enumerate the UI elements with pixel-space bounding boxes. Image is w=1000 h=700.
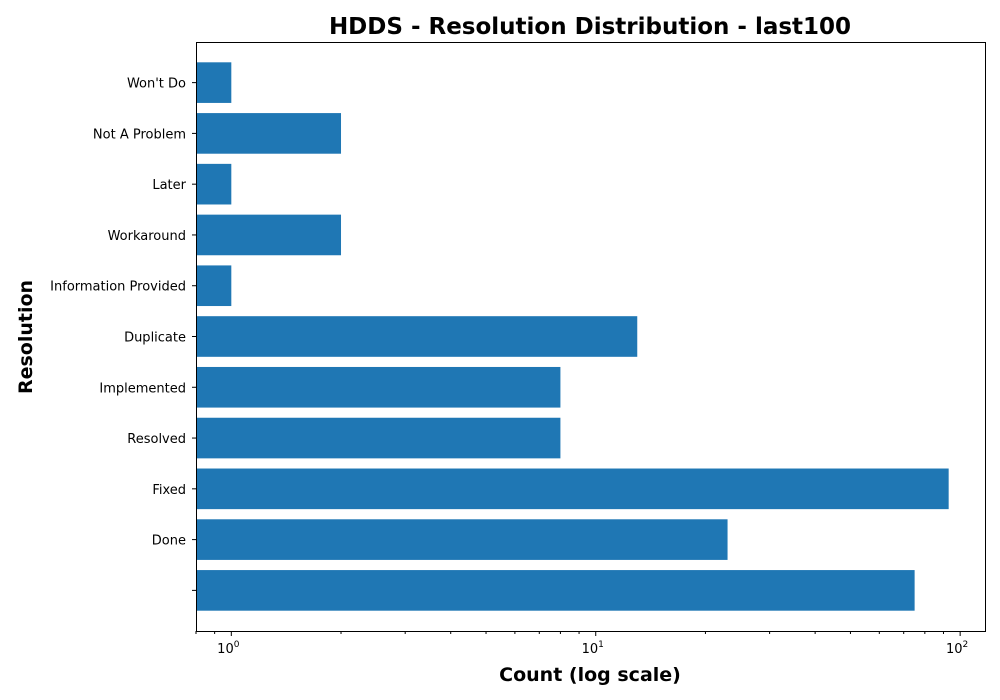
bar-not-a-problem — [196, 113, 342, 154]
bar-implemented — [196, 366, 561, 408]
plot-frame — [196, 42, 986, 632]
y-tick-label-later: Later — [152, 178, 186, 193]
y-axis: Done Fixed Resolved Implemented Duplicate Inf… — [50, 77, 196, 591]
bar-fixed — [196, 468, 949, 510]
x-tick-label: 101 — [582, 640, 604, 657]
bar-done — [196, 519, 728, 560]
bar-workaround — [196, 214, 342, 256]
y-axis-label: Resolution — [15, 280, 37, 394]
bar-information-provided — [196, 265, 232, 307]
x-tick-label: 102 — [946, 640, 968, 657]
y-tick-label-duplicate: Duplicate — [124, 331, 186, 346]
x-axis-label: Count (log scale) — [499, 664, 681, 686]
y-tick-label-resolved: Resolved — [127, 432, 186, 447]
x-axis: 100 101 102 — [195, 631, 968, 657]
bar-later — [196, 163, 232, 205]
y-tick-label-information-provided: Information Provided — [50, 280, 186, 295]
y-tick-label-fixed: Fixed — [152, 483, 186, 498]
y-tick-label-workaround: Workaround — [108, 229, 186, 244]
y-tick-label-won-t-do: Won't Do — [127, 77, 186, 92]
y-tick-label-not-a-problem: Not A Problem — [93, 127, 186, 142]
bar-duplicate — [196, 316, 638, 357]
y-tick-label-done: Done — [152, 534, 186, 549]
bar-blank — [196, 570, 915, 611]
y-tick-label-implemented: Implemented — [99, 381, 186, 396]
bar-won-t-do — [196, 62, 232, 103]
x-tick-label: 100 — [217, 640, 240, 657]
bars-group — [196, 62, 949, 611]
chart-title: HDDS - Resolution Distribution - last100 — [329, 14, 851, 40]
bar-resolved — [196, 417, 561, 459]
